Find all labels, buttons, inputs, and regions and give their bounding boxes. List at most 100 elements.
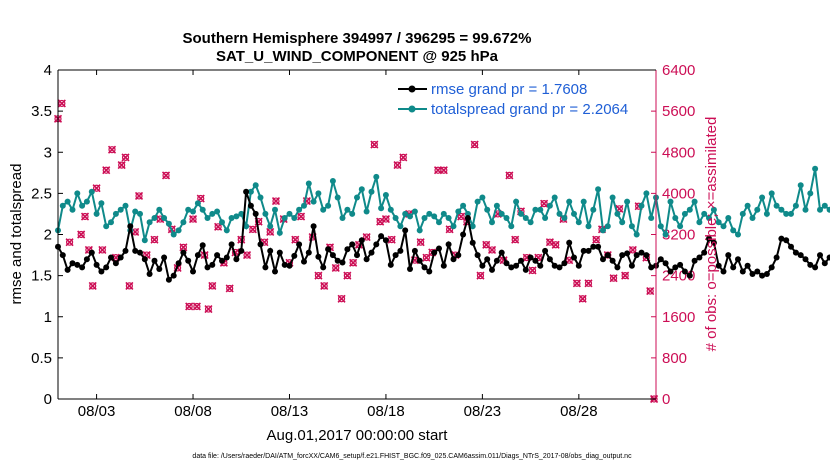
totalspread-point [243,223,250,230]
totalspread-point [633,231,640,238]
rmse-point [489,266,495,273]
totalspread-point [426,210,433,217]
totalspread-point [551,194,558,201]
totalspread-point [628,223,635,230]
obs-assimilated-marker [370,140,379,149]
obs-assimilated-marker [65,238,74,247]
totalspread-point [546,202,553,209]
totalspread-point [672,215,679,221]
x-tick-label: 08/28 [560,403,598,420]
totalspread-point [807,190,814,197]
totalspread-point [296,206,303,213]
rmse-point [735,256,741,263]
totalspread-point [373,173,380,180]
rmse-point [112,260,119,267]
totalspread-point [175,227,182,234]
rmse-point [214,252,221,259]
rmse-point [628,262,635,269]
obs-assimilated-marker [331,263,340,272]
rmse-point [88,249,95,256]
series-lines [55,165,830,283]
obs-possible-marker [108,146,116,154]
rmse-point [161,254,168,261]
rmse-point [566,239,573,246]
right-tick-label: 800 [662,350,687,367]
obs-possible-marker [573,279,581,287]
obs-assimilated-marker [88,281,97,290]
left-tick-label: 2 [44,227,52,244]
totalspread-point [320,206,327,213]
totalspread-point [170,231,177,238]
obs-assimilated-marker [121,153,130,162]
totalspread-point [720,223,727,230]
totalspread-point [508,223,515,230]
rmse-point [402,227,409,234]
totalspread-point [219,219,225,226]
obs-assimilated-marker [572,279,581,288]
rmse-point [122,247,129,254]
obs-possible-marker [162,171,170,179]
rmse-point [527,254,534,261]
totalspread-point [450,223,457,230]
totalspread-point [513,198,520,205]
left-tick-label: 0.5 [31,350,52,367]
totalspread-point [402,210,409,217]
totalspread-point [715,219,722,226]
rmse-point [339,259,346,266]
rmse-point [358,237,365,244]
totalspread-point [161,215,168,221]
rmse-point [590,243,597,250]
obs-possible-marker [440,166,448,174]
totalspread-point [132,208,139,215]
rmse-point [305,249,312,256]
rmse-point [320,264,327,271]
totalspread-point [817,206,823,213]
rmse-point [267,247,274,254]
rmse-point [392,252,399,259]
obs-assimilated-marker [476,271,485,280]
obs-possible-marker [226,284,234,293]
rmse-point [228,241,235,248]
rmse-point [286,262,293,269]
left-tick-label: 3.5 [31,103,52,120]
rmse-point [479,262,486,269]
totalspread-point [484,206,491,213]
totalspread-point [527,219,534,226]
rmse-point [194,252,201,259]
totalspread-point [421,215,428,221]
obs-possible-marker [592,236,600,244]
rmse-point [464,215,471,221]
totalspread-point [137,210,143,217]
obs-count-markers [53,99,659,404]
obs-assimilated-marker [505,171,514,180]
obs-assimilated-marker [134,191,144,201]
totalspread-point [730,227,737,234]
obs-assimilated-marker [487,245,497,254]
obs-possible-marker [189,215,197,223]
rmse-point [624,250,631,257]
obs-possible-marker [125,282,133,290]
totalspread-point [349,210,356,217]
obs-possible-marker [185,302,193,311]
totalspread-point [69,206,76,213]
obs-possible-marker [565,256,573,264]
totalspread-point [614,210,621,217]
totalspread-point [382,192,389,198]
rmse-point [127,223,134,230]
obs-possible-marker [102,166,110,174]
totalspread-point [571,210,577,217]
rmse-point [778,235,785,242]
totalspread-point [778,206,785,213]
totalspread-point [122,202,129,209]
totalspread-point [821,202,828,209]
rmse-point [421,264,428,271]
totalspread-point [407,213,413,220]
left-tick-label: 4 [44,62,52,79]
totalspread-point [358,186,365,193]
rmse-point [354,252,360,259]
obs-possible-marker [121,153,130,161]
totalspread-point [387,206,394,213]
legend-totalspread-marker [408,105,416,113]
totalspread-point [691,198,698,205]
